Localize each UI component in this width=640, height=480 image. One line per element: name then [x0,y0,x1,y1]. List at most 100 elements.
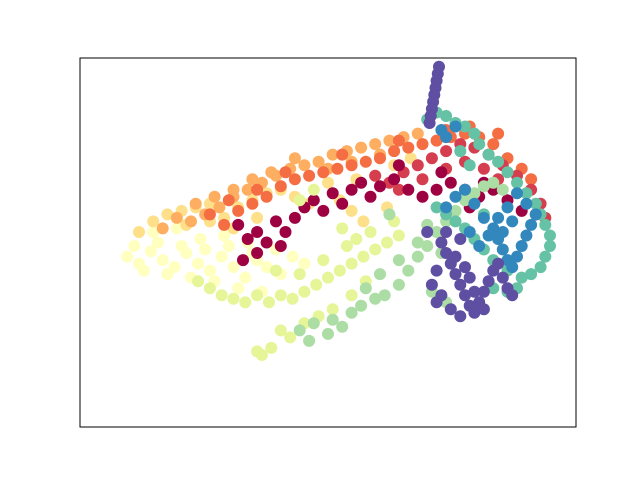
scatter-point [378,289,391,302]
scatter-point [215,289,228,302]
scatter-point [260,261,273,274]
scatter-point [237,254,249,267]
scatter-point [246,173,259,186]
scatter-point [468,127,481,140]
scatter-point [345,204,358,217]
scatter-point [454,233,467,245]
scatter-point [336,148,349,161]
scatter-point [459,289,471,302]
scatter-point [520,187,533,200]
scatter-point [251,211,264,224]
scatter-point [274,289,287,302]
scatter-point [307,194,320,207]
scatter-point [430,264,443,277]
scatter-point [411,159,424,172]
scatter-point [430,134,443,147]
scatter-point [298,285,311,298]
scatter-point [227,261,240,274]
scatter-point [374,152,386,165]
scatter-point [194,233,207,245]
scatter-point [241,183,254,196]
scatter-point [369,169,382,182]
scatter-point [496,183,509,196]
scatter-point [232,218,245,231]
scatter-point [402,264,415,277]
scatter-point [232,282,245,295]
scatter-point [345,289,358,302]
plot-frame [79,57,577,428]
scatter-point [423,117,436,129]
scatter-point [520,197,533,210]
scatter-point [203,264,216,277]
scatter-point [317,254,330,267]
scatter-point [151,236,164,249]
scatter-point [185,215,197,228]
scatter-point [222,194,235,207]
scatter-point [357,250,370,263]
scatter-point [274,180,287,193]
scatter-point [326,148,339,161]
scatter-point [284,331,297,344]
scatter-point [293,194,306,207]
scatter-point [310,278,323,291]
scatter-point [430,183,443,196]
scatter-point [336,197,349,210]
scatter-point [501,166,514,179]
scatter-point [218,218,231,231]
scatter-point [468,187,481,200]
scatter-point [265,166,278,179]
scatter-point [421,240,434,252]
scatter-point [511,250,523,263]
scatter-point [392,159,405,172]
scatter-point [392,278,405,291]
scatter-point [392,183,405,196]
scatter-point [482,275,495,288]
scatter-point [239,296,252,309]
scatter-point [345,257,358,270]
scatter-point [161,268,174,281]
scatter-point [147,226,160,238]
scatter-point [251,247,264,259]
scatter-point [425,278,438,291]
scatter-point [473,138,486,151]
scatter-point [260,236,273,249]
scatter-point [374,268,386,281]
scatter-point [307,183,320,196]
scatter-point [402,141,415,154]
scatter-point [355,141,368,154]
scatter-point [369,138,382,151]
scatter-point [293,324,306,337]
scatter-point [477,285,490,298]
scatter-point [274,240,287,252]
scatter-point [534,261,547,274]
scatter-point [539,250,552,263]
scatter-point [227,183,240,196]
scatter-point [449,215,462,228]
scatter-point [279,166,292,179]
scatter-point [293,268,306,281]
scatter-point [331,162,344,175]
scatter-point [449,250,462,263]
scatter-point [468,306,481,319]
scatter-point [506,261,519,274]
scatter-point [425,152,438,165]
scatter-point [496,243,509,256]
scatter-point [477,180,490,193]
scatter-point [529,208,542,221]
scatter-point [355,299,368,312]
scatter-point [359,282,372,295]
scatter-point [392,254,405,267]
scatter-point [208,190,221,203]
scatter-point [477,162,490,175]
scatter-point [544,240,556,252]
scatter-point [496,271,509,284]
scatter-point [430,201,443,214]
scatter-point [192,257,205,270]
scatter-point [492,127,505,140]
scatter-point [246,197,259,210]
scatter-point [459,194,471,207]
scatter-point [440,145,453,158]
scatter-point [477,303,490,316]
scatter-point [525,268,538,281]
